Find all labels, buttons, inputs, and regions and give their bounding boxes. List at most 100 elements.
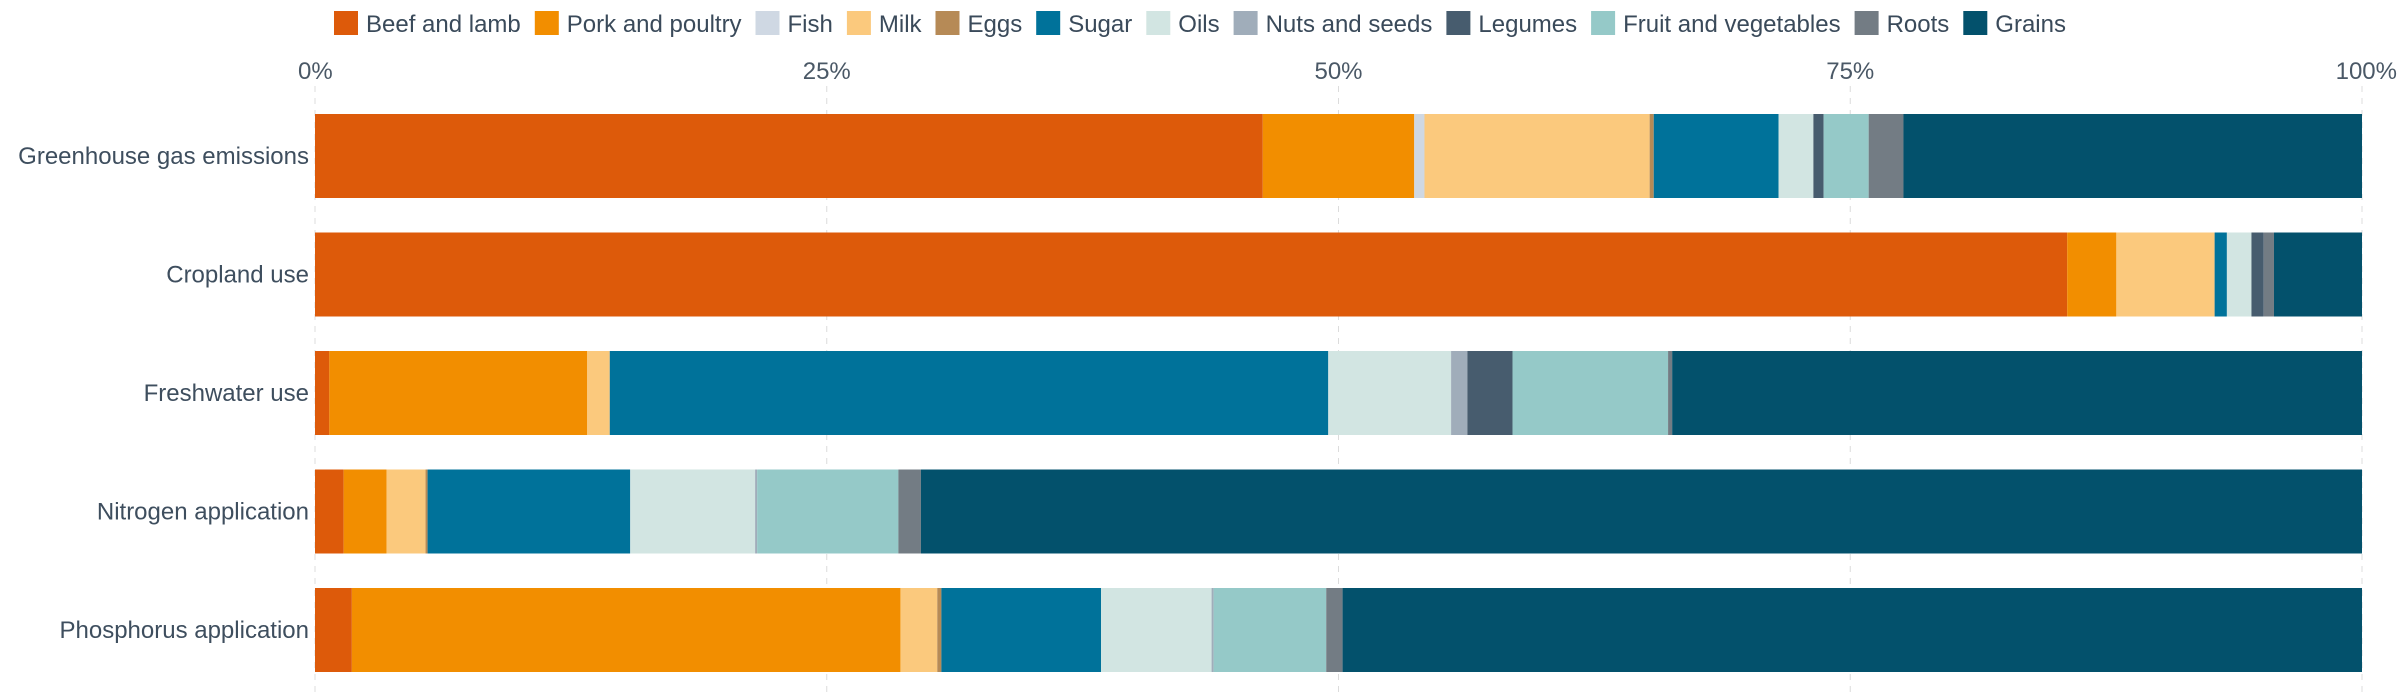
x-axis: 0% 25% 50% 75% 100% [298,58,2397,85]
bar-segment-sugar [2214,232,2227,317]
legend-swatch [935,11,960,35]
legend-label: Milk [879,11,923,38]
legend-item-sugar: Sugar [1036,11,1132,38]
bar-segment-milk [900,588,938,672]
bar-segment-milk [1424,114,1650,198]
bar-segment-sugar [1653,114,1779,198]
bar-row-freshwater-use [315,351,2362,435]
x-tick-label: 100% [2336,58,2397,85]
legend-item-fruit-and-vegetables: Fruit and vegetables [1591,11,1841,38]
legend-item-roots: Roots [1854,11,1950,38]
bar-segment-nuts-and-seeds [1451,351,1468,435]
bar-segment-pork-and-poultry [351,588,901,672]
bar-segment-milk [386,469,426,554]
bar-segment-pork-and-poultry [1262,114,1415,198]
bar-segment-pork-and-poultry [2067,232,2117,317]
bar-segment-sugar [609,351,1329,435]
legend-swatch [755,11,780,35]
bar-segment-grains [920,469,2363,554]
bar-segment-legumes [1467,351,1513,435]
y-axis: Greenhouse gas emissions Cropland use Fres… [18,143,309,644]
bar-row-phosphorus-application [315,588,2362,672]
bar-segment-beef-and-lamb [315,588,352,672]
bar-segment-beef-and-lamb [315,114,1263,198]
legend-swatch [1036,11,1061,35]
legend-label: Roots [1887,11,1950,38]
legend-label: Eggs [968,11,1023,38]
legend-item-legumes: Legumes [1446,11,1577,38]
legend-item-milk: Milk [846,11,923,38]
bar-segment-roots [1668,351,1673,435]
legend-item-nuts-and-seeds: Nuts and seeds [1233,11,1433,38]
legend-label: Beef and lamb [366,11,521,38]
bar-segment-roots [1868,114,1904,198]
legend-label: Nuts and seeds [1266,11,1433,38]
bar-segment-fruit-and-vegetables [1823,114,1869,198]
legend-item-oils: Oils [1146,11,1220,38]
bar-segment-sugar [941,588,1102,672]
bar-segment-legumes [2251,232,2264,317]
chart-bars [315,114,2363,672]
legend-swatch [846,11,871,35]
bar-segment-legumes [1813,114,1824,198]
bar-segment-oils [2226,232,2252,317]
bar-segment-milk [587,351,610,435]
bar-segment-nuts-and-seeds [1211,588,1214,672]
bar-segment-beef-and-lamb [315,351,330,435]
bar-segment-fruit-and-vegetables [757,469,899,554]
bar-segment-milk [2116,232,2215,317]
legend-item-beef-and-lamb: Beef and lamb [334,11,521,38]
bar-segment-oils [1778,114,1814,198]
bar-row-cropland-use [315,232,2362,317]
legend-item-eggs: Eggs [935,11,1023,38]
bar-segment-eggs [425,469,428,554]
bar-segment-nuts-and-seeds [755,469,758,554]
category-label-cropland-use: Cropland use [166,262,309,289]
bar-segment-eggs [937,588,942,672]
category-label-phosphorus-application: Phosphorus application [59,617,309,644]
bar-row-greenhouse-gas-emissions [315,114,2362,198]
bar-segment-eggs [1649,114,1654,198]
bar-segment-oils [1328,351,1452,435]
chart-legend: Beef and lamb Pork and poultry Fish Milk Egg… [334,11,2066,38]
bar-segment-roots [1326,588,1343,672]
legend-swatch [1963,11,1988,35]
bar-segment-oils [630,469,756,554]
x-tick-label: 0% [298,58,333,85]
legend-swatch [1854,11,1879,35]
legend-swatch [1233,11,1258,35]
legend-swatch [534,11,559,35]
legend-item-fish: Fish [755,11,833,38]
bar-segment-grains [2273,232,2362,317]
x-tick-label: 50% [1314,58,1362,85]
bar-row-nitrogen-application [315,469,2363,554]
bar-segment-grains [1342,588,2362,672]
bar-segment-sugar [427,469,631,554]
legend-label: Fish [788,11,833,38]
x-tick-label: 25% [803,58,851,85]
bar-segment-roots [898,469,921,554]
category-label-freshwater-use: Freshwater use [144,380,309,407]
legend-swatch [1591,11,1616,35]
x-tick-label: 75% [1826,58,1874,85]
legend-label: Oils [1178,11,1219,38]
bar-segment-fruit-and-vegetables [1213,588,1327,672]
legend-swatch [1146,11,1171,35]
legend-label: Grains [1995,11,2066,38]
bar-segment-pork-and-poultry [329,351,588,435]
bar-segment-roots [2263,232,2274,317]
bar-segment-grains [1672,351,2362,435]
bar-segment-beef-and-lamb [315,232,2068,317]
legend-item-grains: Grains [1963,11,2066,38]
bar-segment-fish [1414,114,1425,198]
legend-label: Pork and poultry [567,11,742,38]
category-label-greenhouse-gas-emissions: Greenhouse gas emissions [18,143,309,170]
bar-segment-beef-and-lamb [315,469,344,554]
bar-segment-oils [1101,588,1212,672]
legend-item-pork-and-poultry: Pork and poultry [534,11,742,38]
bar-segment-pork-and-poultry [343,469,387,554]
bar-segment-fruit-and-vegetables [1512,351,1669,435]
legend-swatch [334,11,358,35]
legend-label: Sugar [1068,11,1132,38]
